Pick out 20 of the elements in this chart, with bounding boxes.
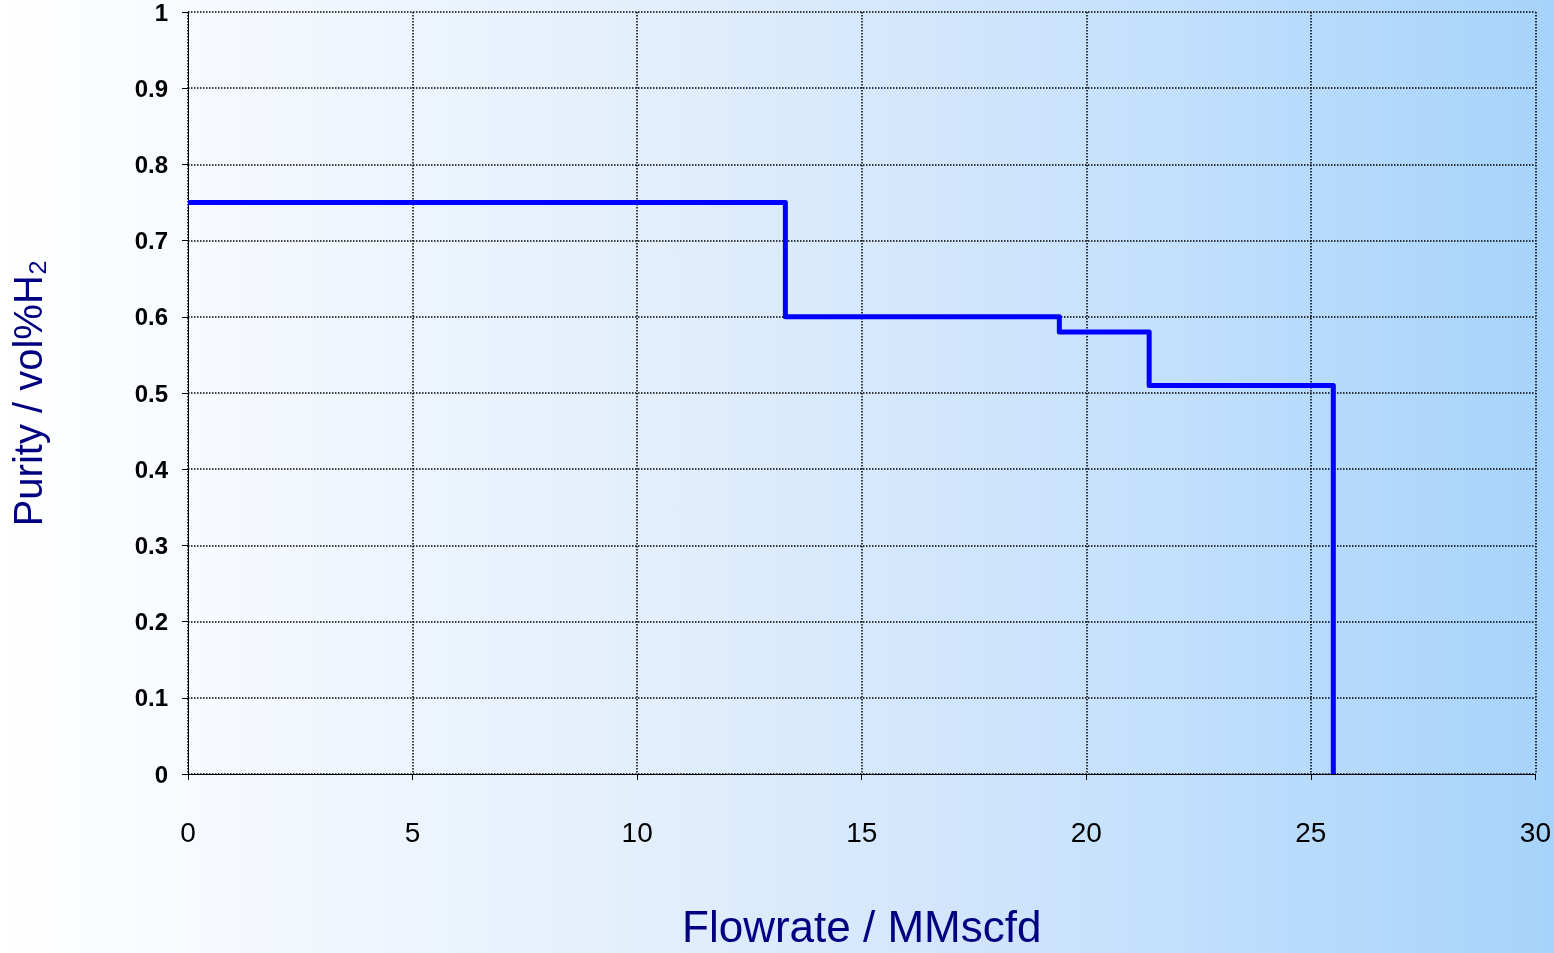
x-axis-title: Flowrate / MMscfd (682, 901, 1042, 951)
y-tick-label: 0.7 (134, 227, 168, 255)
x-tick-label: 5 (404, 816, 421, 848)
x-tick-label: 15 (846, 816, 878, 848)
y-axis-title: Purity / vol%H₂ (6, 259, 50, 527)
y-tick-label: 0.9 (134, 74, 168, 102)
y-tick-label: 0.6 (134, 303, 168, 331)
y-tick-label: 0.2 (134, 608, 168, 636)
x-tick-label: 0 (180, 816, 196, 848)
x-tick-label: 30 (1519, 816, 1552, 848)
x-tick-label: 25 (1295, 816, 1327, 848)
y-tick-label: 0.8 (134, 150, 168, 178)
y-tick-label: 0.5 (134, 379, 168, 407)
y-tick-label: 1 (154, 0, 168, 26)
x-tick-label: 20 (1070, 816, 1102, 848)
y-tick-label: 0.3 (134, 531, 168, 559)
y-tick-label: 0.4 (134, 455, 169, 483)
x-tick-label: 10 (621, 816, 653, 848)
y-tick-label: 0 (154, 760, 168, 788)
y-tick-label: 0.1 (134, 684, 168, 712)
